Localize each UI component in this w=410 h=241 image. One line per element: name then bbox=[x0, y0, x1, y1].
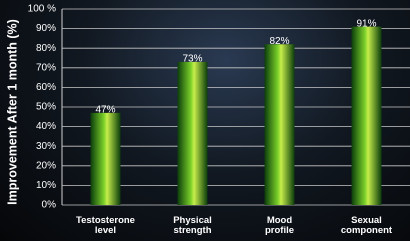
value-label: 91% bbox=[356, 18, 376, 29]
y-tick-label: 80% bbox=[36, 43, 56, 54]
y-axis-title: Improvement After 1 month (%) bbox=[5, 19, 19, 205]
x-tick-label: Testosterone level bbox=[71, 216, 141, 236]
y-tick-label: 40% bbox=[36, 121, 56, 132]
chart: Improvement After 1 month (%) 0% 10% 20% 30… bbox=[0, 0, 410, 241]
y-tick-label: 10% bbox=[36, 180, 56, 191]
chart-svg: Improvement After 1 month (%) 0% 10% 20% 30… bbox=[0, 0, 410, 241]
x-tick-label: Sexual component bbox=[339, 216, 394, 236]
value-label: 73% bbox=[182, 54, 202, 65]
x-tick-label: Physical strength bbox=[165, 216, 220, 236]
y-tick-label: 90% bbox=[36, 23, 56, 34]
y-tick-label: 0% bbox=[42, 200, 57, 211]
bar bbox=[178, 62, 208, 205]
bar bbox=[265, 44, 295, 205]
y-tick-label: 100 % bbox=[28, 4, 56, 15]
y-tick-label: 50% bbox=[36, 102, 56, 113]
y-tick-label: 70% bbox=[36, 62, 56, 73]
y-tick-label: 30% bbox=[36, 141, 56, 152]
bar bbox=[91, 113, 121, 205]
value-label: 82% bbox=[269, 36, 289, 47]
bar bbox=[352, 27, 382, 205]
y-tick-label: 20% bbox=[36, 160, 56, 171]
x-tick-label: Mood profile bbox=[252, 216, 307, 236]
value-label: 47% bbox=[95, 105, 115, 116]
y-tick-label: 60% bbox=[36, 82, 56, 93]
